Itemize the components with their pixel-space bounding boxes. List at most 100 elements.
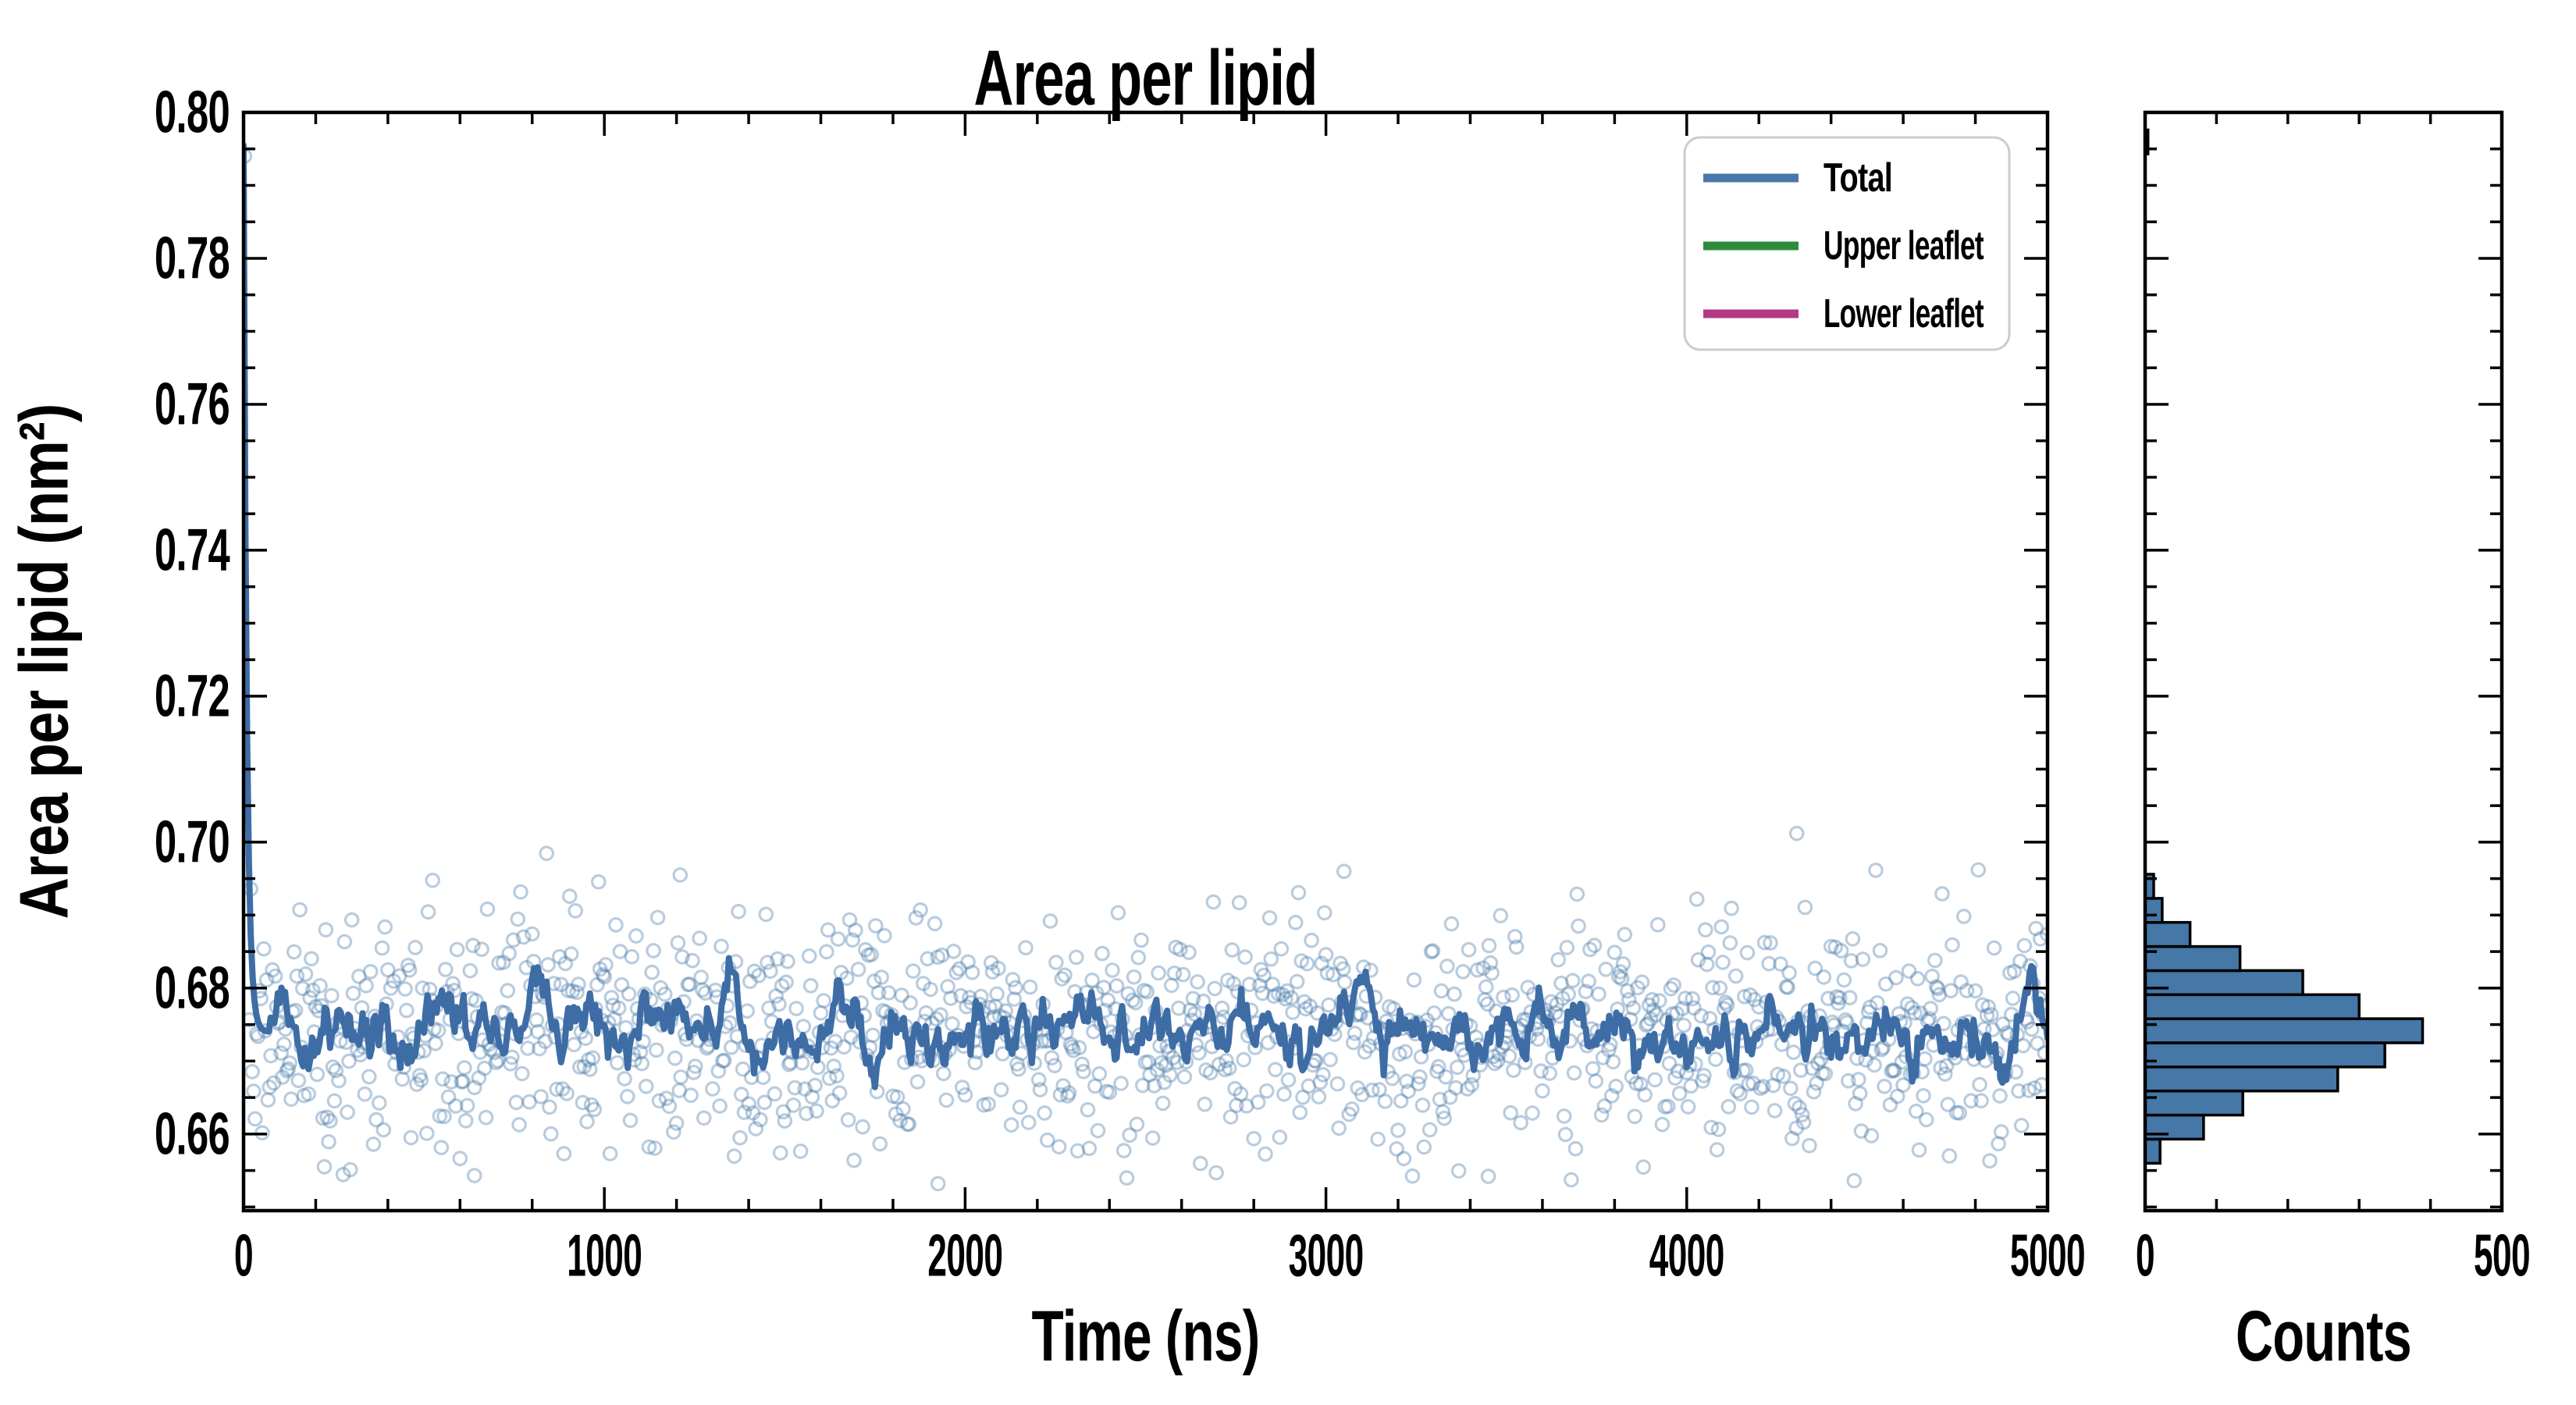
scatter-point — [1370, 1131, 1386, 1147]
scatter-point — [1278, 991, 1293, 1007]
scatter-point — [1690, 951, 1706, 968]
scatter-point — [1916, 1088, 1931, 1104]
scatter-point — [1487, 1055, 1503, 1072]
scatter-point — [569, 984, 585, 1001]
scatter-point — [1030, 1072, 1047, 1088]
scatter-point — [1814, 1065, 1831, 1081]
scatter-point — [943, 991, 959, 1006]
scatter-point — [1888, 969, 1904, 986]
scatter-point — [1924, 969, 1940, 984]
scatter-point — [1770, 1066, 1786, 1083]
scatter-point — [1836, 972, 1852, 988]
scatter-point — [1129, 1116, 1145, 1133]
scatter-point — [1135, 1077, 1151, 1094]
scatter-point — [1297, 1001, 1314, 1017]
scatter-point — [1827, 939, 1843, 955]
scatter-point — [1279, 983, 1295, 999]
scatter-point — [399, 1002, 415, 1019]
scatter-point — [735, 1061, 751, 1077]
scatter-point — [1695, 1073, 1710, 1089]
scatter-point — [964, 965, 980, 980]
scatter-point — [1246, 1130, 1261, 1147]
scatter-point — [1478, 979, 1494, 995]
scatter-point — [1683, 1078, 1699, 1094]
scatter-point — [1236, 1051, 1251, 1068]
scatter-point — [930, 1176, 946, 1192]
scatter-point — [375, 1122, 392, 1138]
scatter-point — [865, 1027, 881, 1044]
scatter-point — [1588, 1073, 1604, 1089]
scatter-point — [788, 1001, 804, 1016]
scatter-point — [1676, 1017, 1692, 1033]
scatter-point — [668, 1115, 685, 1131]
scatter-point — [1057, 967, 1073, 984]
scatter-point — [1973, 1093, 1989, 1108]
scatter-point — [457, 1113, 474, 1129]
scatter-point — [1807, 960, 1823, 976]
scatter-point — [1272, 1129, 1288, 1145]
scatter-point — [1940, 1097, 1956, 1112]
scatter-point — [1578, 984, 1594, 1000]
scatter-point — [1868, 863, 1884, 878]
scatter-point — [731, 904, 746, 919]
scatter-point — [821, 1070, 838, 1087]
scatter-point — [1904, 1000, 1920, 1016]
scatter-point — [1265, 976, 1280, 992]
scatter-point — [501, 945, 517, 962]
scatter-point — [1846, 1172, 1863, 1189]
legend-label-total: Total — [1823, 155, 1892, 201]
scatter-point — [1986, 940, 2002, 956]
scatter-point — [1061, 1085, 1077, 1101]
scatter-point — [607, 1011, 622, 1027]
scatter-point — [1158, 1058, 1174, 1073]
scatter-point — [1845, 931, 1861, 947]
scatter-point — [712, 1098, 728, 1114]
scatter-point — [621, 986, 637, 1002]
scatter-point — [1299, 955, 1315, 972]
scatter-point — [318, 922, 334, 937]
scatter-point — [1212, 1056, 1227, 1072]
scatter-point — [674, 949, 690, 965]
scatter-point — [1090, 1122, 1106, 1139]
scatter-point — [489, 1053, 506, 1069]
scatter-point — [913, 902, 928, 918]
main-axes-spines — [241, 110, 2050, 1213]
scatter-point — [768, 988, 784, 1004]
scatter-point — [1785, 1044, 1802, 1060]
scatter-point — [1605, 1054, 1621, 1070]
scatter-point — [505, 932, 521, 948]
scatter-point — [1630, 980, 1646, 996]
scatter-point — [670, 935, 686, 951]
scatter-point — [432, 1108, 448, 1124]
scatter-point — [1564, 973, 1581, 989]
scatter-point — [632, 1044, 649, 1060]
scatter-point — [1887, 1062, 1902, 1079]
scatter-point — [1239, 1098, 1254, 1114]
scatter-point — [962, 990, 977, 1005]
scatter-point — [592, 961, 608, 977]
scatter-point — [1331, 1120, 1347, 1136]
scatter-point — [848, 923, 863, 938]
scatter-point — [1224, 942, 1240, 958]
scatter-point — [1480, 1168, 1496, 1184]
scatter-point — [386, 973, 402, 989]
scatter-point — [1660, 1098, 1676, 1115]
scatter-point — [1044, 1050, 1060, 1065]
scatter-point — [1169, 1055, 1185, 1070]
scatter-point — [582, 1062, 598, 1077]
scatter-point — [1144, 1130, 1161, 1146]
scatter-point — [326, 1093, 343, 1109]
scatter-point — [1738, 1062, 1754, 1078]
scatter-point — [1191, 1045, 1207, 1061]
scatter-point — [1311, 1089, 1327, 1104]
scatter-point — [1832, 990, 1848, 1006]
scatter-point — [394, 1071, 411, 1087]
scatter-point — [462, 962, 479, 979]
scatter-point — [1729, 1083, 1745, 1099]
scatter-point — [340, 1104, 355, 1120]
scatter-point — [345, 985, 361, 1001]
scatter-point — [1581, 973, 1596, 989]
scatter-point — [1261, 910, 1278, 926]
scatter-point — [301, 1086, 316, 1102]
scatter-point — [598, 957, 614, 973]
